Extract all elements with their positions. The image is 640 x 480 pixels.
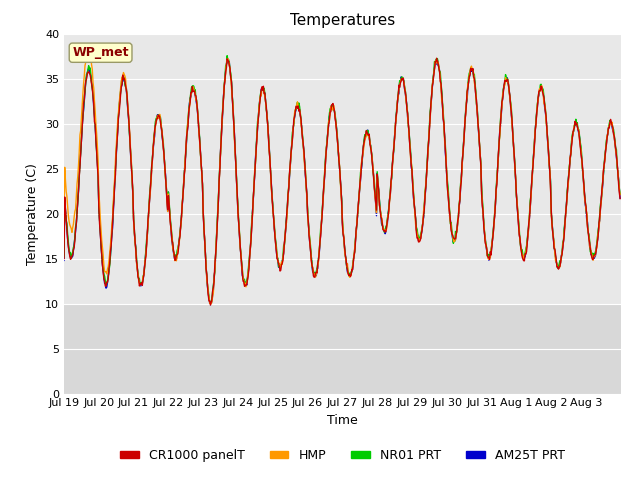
CR1000 panelT [60,256,68,262]
AM25T PRT [256,97,264,103]
CR1000 panelT [277,267,285,273]
Line: CR1000 panelT: CR1000 panelT [64,58,620,305]
CR1000 panelT [431,59,439,65]
Y-axis label: Temperature (C): Temperature (C) [26,163,40,264]
CR1000 panelT [616,196,624,202]
NR01 PRT [60,254,68,260]
Text: WP_met: WP_met [72,46,129,59]
HMP [616,192,624,197]
X-axis label: Time: Time [327,414,358,427]
AM25T PRT [125,126,133,132]
CR1000 panelT [228,94,236,99]
HMP [229,102,237,108]
CR1000 panelT [256,100,264,106]
Bar [64,303,621,394]
NR01 PRT [432,57,440,62]
HMP [126,133,134,139]
NR01 PRT [223,53,231,59]
AM25T PRT [431,60,439,66]
HMP [207,301,215,307]
Line: HMP: HMP [64,49,620,304]
AM25T PRT [207,302,214,308]
HMP [401,85,408,91]
HMP [432,58,440,63]
CR1000 panelT [207,302,214,308]
AM25T PRT [277,263,285,269]
AM25T PRT [400,80,408,85]
AM25T PRT [616,195,624,201]
Line: NR01 PRT: NR01 PRT [64,56,620,303]
NR01 PRT [229,101,237,107]
HMP [257,93,264,99]
CR1000 panelT [400,82,408,88]
Title: Temperatures: Temperatures [290,13,395,28]
HMP [278,259,285,265]
NR01 PRT [125,128,133,133]
HMP [60,220,68,226]
NR01 PRT [278,262,285,267]
NR01 PRT [207,300,215,306]
NR01 PRT [257,91,264,97]
NR01 PRT [616,192,624,197]
AM25T PRT [433,57,441,63]
CR1000 panelT [433,55,440,61]
CR1000 panelT [125,124,133,130]
Legend: CR1000 panelT, HMP, NR01 PRT, AM25T PRT: CR1000 panelT, HMP, NR01 PRT, AM25T PRT [115,444,570,467]
NR01 PRT [401,85,408,91]
AM25T PRT [228,93,236,98]
AM25T PRT [60,257,68,263]
HMP [86,47,93,52]
Line: AM25T PRT: AM25T PRT [64,60,620,305]
